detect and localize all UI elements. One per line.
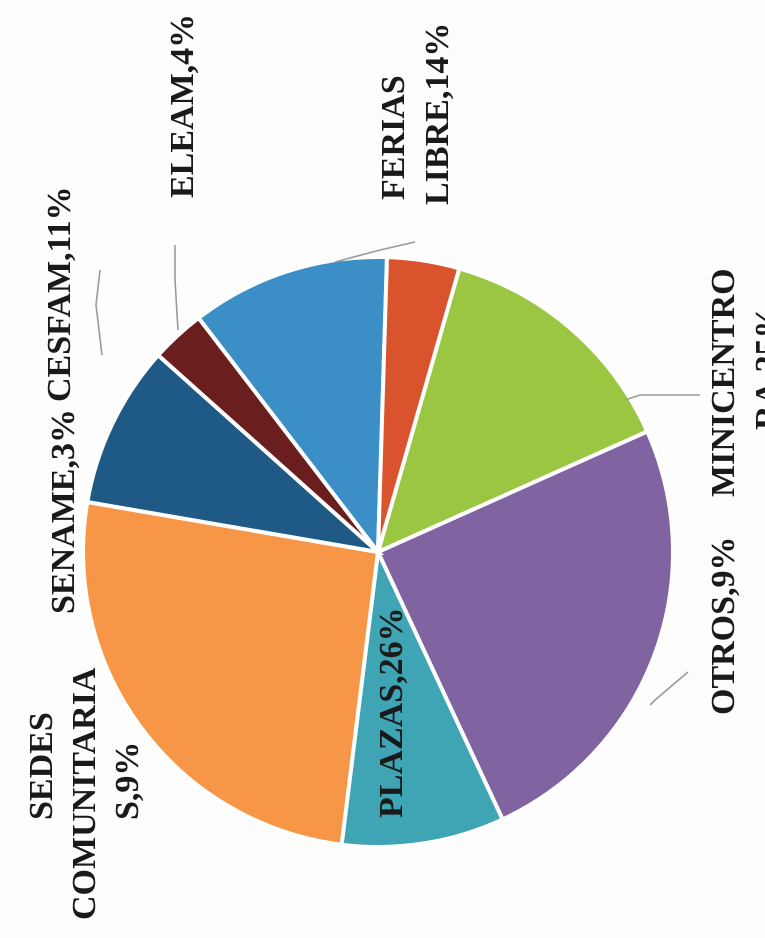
- leader-otros: [649, 671, 689, 706]
- label-cesfam: CESFAM,11%: [41, 186, 78, 402]
- slice-eleam: [376, 255, 462, 553]
- slice-otros: [339, 544, 506, 849]
- slice-cesfam: [195, 255, 390, 558]
- leader-eleam: [174, 245, 179, 331]
- label-ferias-line2: LIBRE,14%: [419, 23, 456, 205]
- leader-cesfam: [95, 269, 103, 356]
- slice-plazas: [81, 499, 381, 847]
- leader-ferias: [334, 241, 416, 263]
- label-minicentro-line2: RA,25%: [749, 304, 765, 430]
- slice-sedes-comunitarias: [84, 352, 385, 556]
- label-otros: OTROS,9%: [705, 536, 742, 715]
- slice-ferias-libre: [374, 265, 650, 556]
- slice-minicentro-ra: [375, 428, 676, 823]
- label-minicentro-line1: MINICENTRO: [705, 268, 742, 497]
- label-sename: SENAME,3%: [45, 409, 82, 614]
- label-sedes-line3: S,9%: [109, 742, 146, 820]
- data-labels: FERIAS LIBRE,14% MINICENTRO RA,25% OTROS…: [23, 14, 765, 920]
- label-plazas: PLAZAS,26%: [373, 607, 410, 818]
- leader-lines: [95, 241, 700, 706]
- leader-minicentro: [624, 394, 700, 401]
- label-eleam: ELEAM,4%: [164, 14, 201, 198]
- label-ferias-line1: FERIAS: [375, 75, 412, 200]
- pie-slices: [81, 255, 676, 849]
- label-sedes-line1: SEDES: [23, 712, 60, 820]
- label-sedes-line2: COMUNITARIA: [66, 667, 103, 920]
